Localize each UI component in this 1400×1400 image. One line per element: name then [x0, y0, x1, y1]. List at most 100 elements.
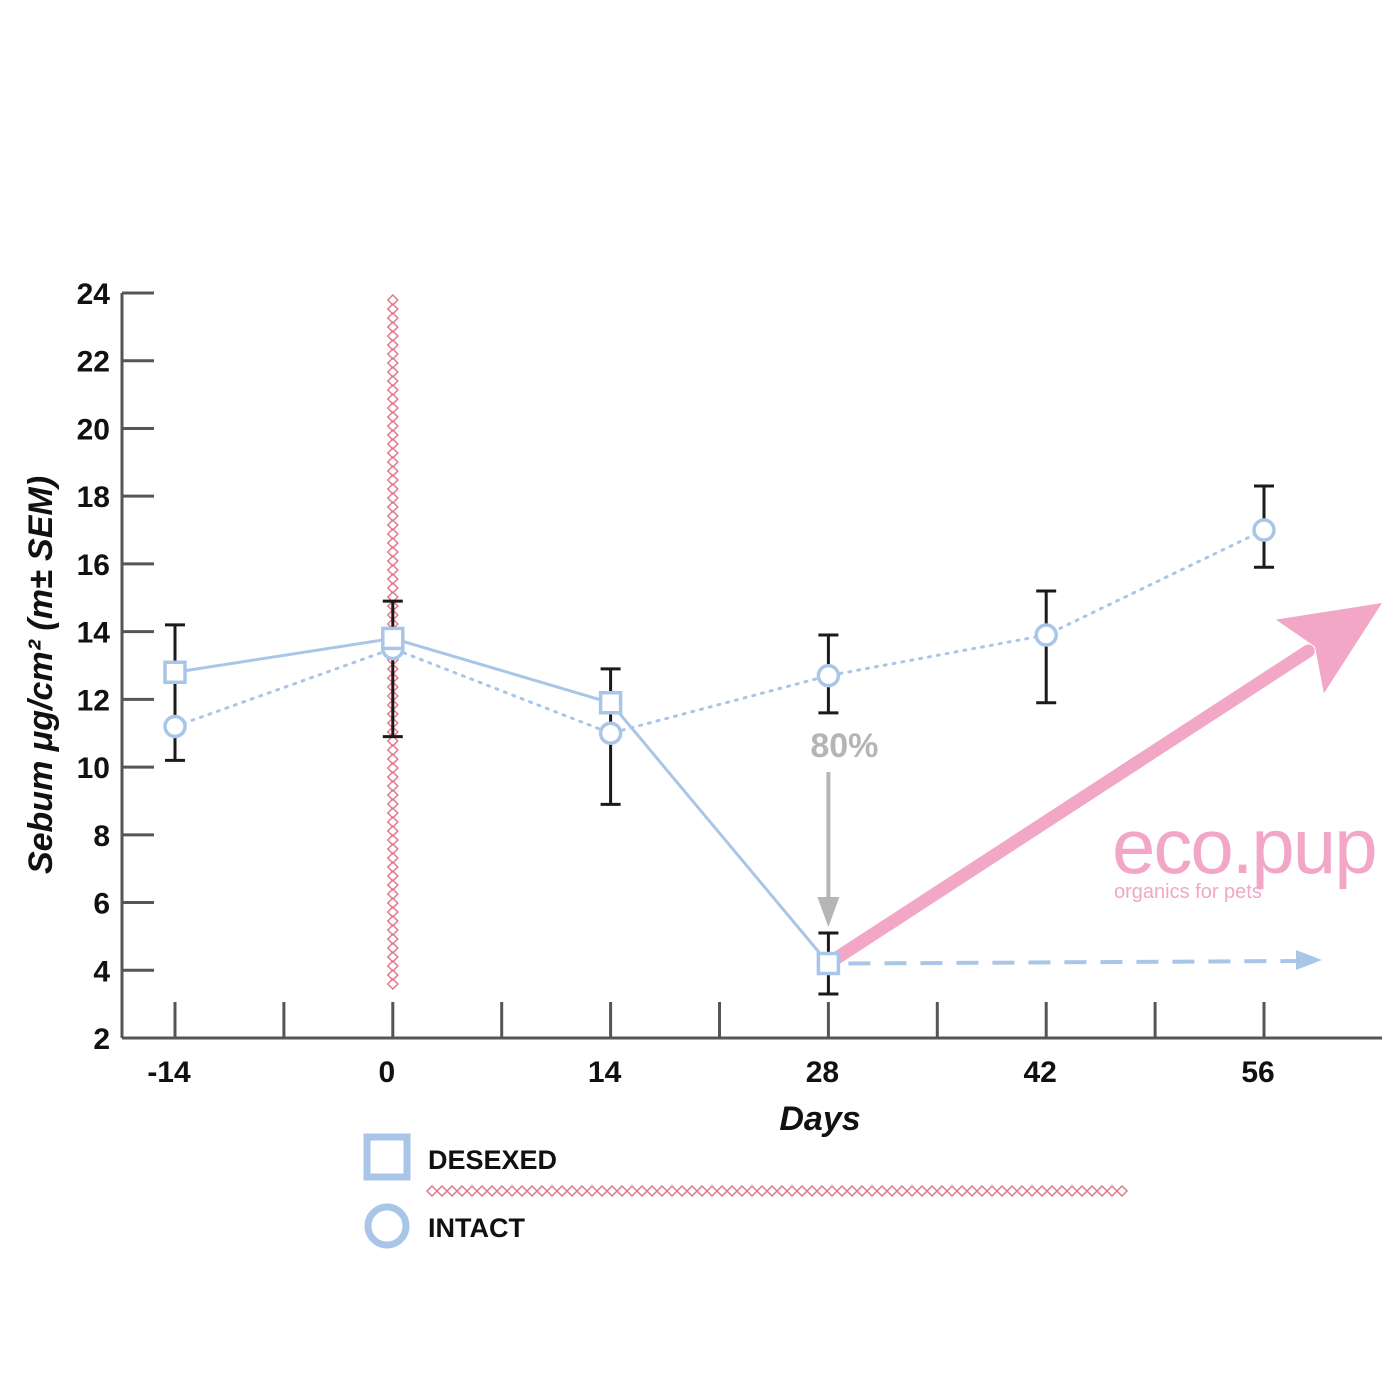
legend-chain-diamond [1065, 1184, 1079, 1198]
x-tick-label: 14 [588, 1056, 622, 1089]
legend-chain-diamond [825, 1184, 839, 1198]
legend-chain-diamond [665, 1184, 679, 1198]
desexed-series-line [174, 636, 830, 965]
pink-trend-arrow-shaft [827, 644, 1315, 966]
legend-chain-diamond [445, 1184, 459, 1198]
legend-chain-diamond [485, 1184, 499, 1198]
legend-chain-diamond [1055, 1184, 1069, 1198]
legend-chain-diamond [535, 1184, 549, 1198]
treatment-diamond [386, 977, 399, 991]
legend-chain-diamond [525, 1184, 539, 1198]
blue-dashed-trend-arrowhead [1296, 950, 1322, 970]
legend-chain-diamond [1085, 1184, 1099, 1198]
y-tick-label: 10 [77, 752, 110, 785]
legend-chain-diamond [435, 1184, 449, 1198]
x-axis-title: Days [779, 1100, 860, 1138]
legend-chain-diamond [675, 1184, 689, 1198]
legend-chain-diamond [885, 1184, 899, 1198]
legend-chain-diamond [875, 1184, 889, 1198]
annotations: 80% [810, 727, 878, 927]
legend-chain-diamond [725, 1184, 739, 1198]
legend-chain-diamond [455, 1184, 469, 1198]
legend-chain-diamond [625, 1184, 639, 1198]
intact-point [1252, 518, 1276, 542]
legend-chain-diamond [835, 1184, 849, 1198]
legend-chain-diamond [905, 1184, 919, 1198]
intact-point [1034, 623, 1058, 647]
y-tick-label: 20 [77, 413, 110, 446]
legend-chain-diamond [955, 1184, 969, 1198]
legend-chain-diamond [1115, 1184, 1129, 1198]
y-tick-label: 24 [77, 278, 111, 311]
legend-chain-diamond [915, 1184, 929, 1198]
legend-chain-diamond [745, 1184, 759, 1198]
legend-chain-diamond [495, 1184, 509, 1198]
intact-series-line [173, 528, 1266, 735]
series [163, 484, 1276, 996]
legend-chain-diamond [795, 1184, 809, 1198]
desexed-point [163, 660, 187, 685]
legend-desexed-marker [363, 1133, 411, 1181]
legend-chain-diamond [575, 1184, 589, 1198]
blue-dashed-trend-line [848, 959, 1299, 966]
legend-chain-diamond [645, 1184, 659, 1198]
legend-chain-diamond [865, 1184, 879, 1198]
legend-chain-diamond [785, 1184, 799, 1198]
y-axis-title: Sebum μg/cm² (m± SEM) [22, 476, 60, 874]
legend-intact-marker [364, 1203, 410, 1249]
legend-chain-diamond [605, 1184, 619, 1198]
legend-chain-diamond [685, 1184, 699, 1198]
legend-chain-diamond [1075, 1184, 1089, 1198]
legend-chain-diamond [1005, 1184, 1019, 1198]
desexed-point [598, 691, 623, 715]
trend-arrows [827, 603, 1382, 970]
legend-chain-diamond [1095, 1184, 1109, 1198]
y-tick-label: 22 [77, 346, 110, 379]
legend-chain-diamond [585, 1184, 599, 1198]
intact-point [816, 663, 841, 688]
intact-point [598, 721, 623, 745]
legend-chain-diamond [1035, 1184, 1049, 1198]
x-tick-label: 56 [1241, 1056, 1274, 1089]
y-tick-label: 4 [93, 955, 110, 988]
y-tick-label: 12 [77, 684, 110, 717]
eco-pup-logo: eco.pup organics for pets [1112, 802, 1378, 903]
y-tick-label: 14 [77, 617, 111, 650]
legend-chain-diamond [465, 1184, 479, 1198]
logo-tagline: organics for pets [1114, 881, 1262, 903]
legend-treatment-chain [425, 1184, 1129, 1198]
legend-chain-diamond [695, 1184, 709, 1198]
annotation-arrowhead [817, 897, 840, 927]
legend-chain-diamond [1015, 1184, 1029, 1198]
legend-chain-diamond [965, 1184, 979, 1198]
legend-chain-diamond [815, 1184, 829, 1198]
legend: DESEXED INTACT [363, 1133, 1129, 1249]
legend-chain-diamond [515, 1184, 529, 1198]
x-tick-label: -14 [147, 1056, 191, 1089]
legend-chain-diamond [995, 1184, 1009, 1198]
legend-chain-diamond [935, 1184, 949, 1198]
intact-point [163, 714, 187, 739]
x-tick-label: 42 [1024, 1056, 1057, 1089]
legend-chain-diamond [705, 1184, 719, 1198]
legend-chain-diamond [985, 1184, 999, 1198]
legend-chain-diamond [775, 1184, 789, 1198]
desexed-point [381, 626, 405, 651]
y-tick-label: 6 [93, 888, 110, 921]
x-tick-label: 28 [806, 1056, 839, 1089]
legend-chain-diamond [565, 1184, 579, 1198]
legend-desexed-label: DESEXED [428, 1145, 557, 1175]
treatment-marker [386, 293, 399, 991]
legend-chain-diamond [1045, 1184, 1059, 1198]
legend-chain-diamond [855, 1184, 869, 1198]
legend-chain-diamond [615, 1184, 629, 1198]
desexed-point [816, 951, 841, 976]
legend-chain-diamond [735, 1184, 749, 1198]
logo-wordmark: eco.pup [1112, 802, 1376, 890]
legend-chain-diamond [945, 1184, 959, 1198]
legend-chain-diamond [1025, 1184, 1039, 1198]
legend-chain-diamond [755, 1184, 769, 1198]
legend-chain-diamond [765, 1184, 779, 1198]
pink-trend-arrowhead [1275, 603, 1382, 694]
